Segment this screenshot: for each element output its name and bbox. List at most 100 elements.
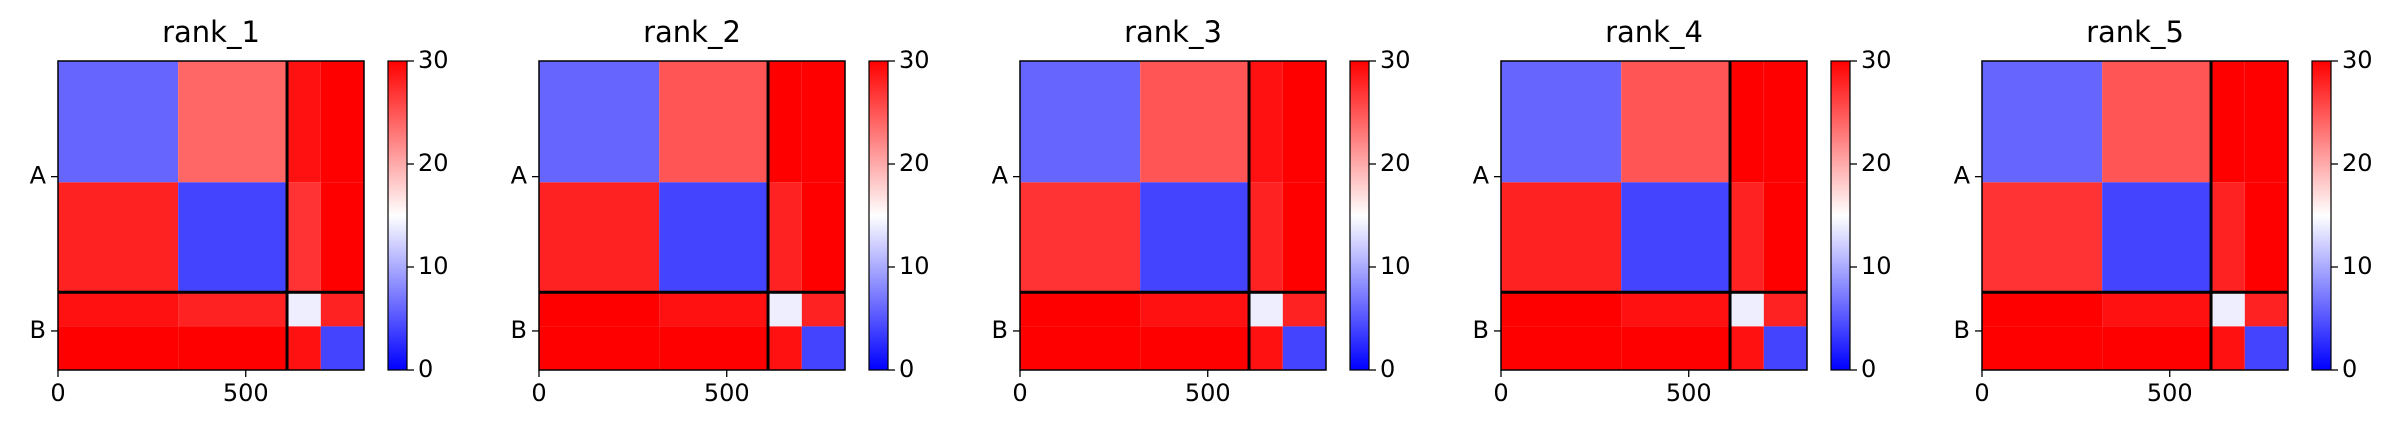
heatmap-cell: [1982, 292, 2103, 327]
heatmap-cell: [1020, 326, 1141, 370]
y-tick-label: A: [511, 162, 528, 190]
heatmap-cell: [801, 182, 845, 293]
x-tick-label: 0: [50, 379, 65, 407]
heatmap-cell: [1501, 326, 1622, 370]
heatmap-cell: [2102, 61, 2212, 183]
heatmap-cell: [768, 61, 802, 183]
panel-title: rank_2: [643, 15, 741, 49]
plot-frame: [538, 60, 846, 371]
colorbar-tick-label: 10: [1380, 252, 1411, 280]
heatmap-cell: [2211, 326, 2245, 370]
heatmap-cell: [2211, 292, 2245, 327]
heatmap-cell: [2211, 61, 2245, 183]
colorbar-tick-label: 10: [2342, 252, 2373, 280]
colorbar-tick-label: 30: [2342, 46, 2373, 74]
heatmap-cell: [2211, 182, 2245, 293]
colorbar-tick-label: 20: [1380, 149, 1411, 177]
y-tick-label: B: [30, 316, 46, 344]
heatmap-cell: [1501, 61, 1622, 183]
heatmap-cell: [287, 292, 321, 327]
heatmap-cell: [1140, 326, 1250, 370]
y-tick-label: A: [992, 162, 1009, 190]
heatmap-cell: [2102, 326, 2212, 370]
y-tick-label: A: [30, 162, 47, 190]
heatmap-cell: [58, 292, 179, 327]
colorbar-tick-label: 0: [899, 355, 914, 383]
colorbar-tick-label: 20: [418, 149, 449, 177]
panel-title: rank_5: [2086, 15, 2184, 49]
plot-frame: [57, 60, 365, 371]
heatmap-cell: [2102, 292, 2212, 327]
heatmap-cell: [659, 326, 769, 370]
x-tick-label: 0: [1012, 379, 1027, 407]
heatmap-cell: [287, 326, 321, 370]
colorbar-tick-label: 30: [1380, 46, 1411, 74]
heatmap-cell: [1140, 61, 1250, 183]
heatmap-cell: [178, 182, 288, 293]
heatmap-cell: [1249, 182, 1283, 293]
colorbar-tick-label: 30: [1861, 46, 1892, 74]
heatmap-cell: [1020, 61, 1141, 183]
panel-title: rank_1: [162, 15, 260, 49]
heatmap-cell: [1763, 292, 1807, 327]
heatmap-cell: [1282, 326, 1326, 370]
x-tick-label: 500: [2147, 379, 2193, 407]
x-tick-label: 500: [1666, 379, 1712, 407]
heatmap-cell: [768, 182, 802, 293]
heatmap-cell: [801, 326, 845, 370]
heatmap-cell: [659, 292, 769, 327]
heatmap-cell: [1730, 292, 1764, 327]
colorbar-tick-label: 0: [1861, 355, 1876, 383]
colorbar: [1830, 60, 1851, 371]
heatmap-cell: [1020, 292, 1141, 327]
heatmap-cell: [1621, 326, 1731, 370]
y-tick-label: A: [1473, 162, 1490, 190]
colorbar: [1349, 60, 1370, 371]
heatmap-cell: [2102, 182, 2212, 293]
heatmap-cell: [287, 182, 321, 293]
heatmap-cell: [1763, 326, 1807, 370]
panel-title: rank_4: [1605, 15, 1703, 49]
heatmap-cell: [1282, 61, 1326, 183]
heatmap-cell: [1982, 182, 2103, 293]
colorbar-tick-label: 20: [1861, 149, 1892, 177]
heatmap-cell: [1621, 182, 1731, 293]
heatmap-cell: [1763, 61, 1807, 183]
colorbar-tick-label: 0: [1380, 355, 1395, 383]
colorbar-tick-label: 20: [899, 149, 930, 177]
plot-frame: [1981, 60, 2289, 371]
heatmap-cell: [320, 326, 364, 370]
plot-frame: [1500, 60, 1808, 371]
heatmap-cell: [58, 61, 179, 183]
y-tick-label: A: [1954, 162, 1971, 190]
colorbar-tick-label: 30: [418, 46, 449, 74]
heatmap-cell: [1282, 182, 1326, 293]
heatmap-cell: [1621, 61, 1731, 183]
heatmap-cell: [320, 292, 364, 327]
colorbar-tick-label: 10: [899, 252, 930, 280]
heatmap-cell: [2244, 292, 2288, 327]
heatmap-cell: [1982, 61, 2103, 183]
heatmap-cell: [1249, 61, 1283, 183]
y-tick-label: B: [1954, 316, 1970, 344]
x-tick-label: 0: [1974, 379, 1989, 407]
colorbar-tick-label: 20: [2342, 149, 2373, 177]
colorbar-tick-label: 30: [899, 46, 930, 74]
heatmap-cell: [287, 61, 321, 183]
heatmap-cell: [2244, 326, 2288, 370]
y-tick-label: B: [992, 316, 1008, 344]
heatmap-cell: [801, 292, 845, 327]
heatmap-cell: [1982, 326, 2103, 370]
heatmap-cell: [2244, 61, 2288, 183]
plot-frame: [1019, 60, 1327, 371]
heatmap-cell: [1763, 182, 1807, 293]
heatmap-cell: [58, 326, 179, 370]
colorbar-tick-label: 0: [2342, 355, 2357, 383]
heatmap-cell: [320, 182, 364, 293]
heatmap-cell: [320, 61, 364, 183]
heatmap-cell: [539, 182, 660, 293]
colorbar-tick-label: 10: [418, 252, 449, 280]
heatmap-cell: [1621, 292, 1731, 327]
heatmap-cell: [659, 61, 769, 183]
